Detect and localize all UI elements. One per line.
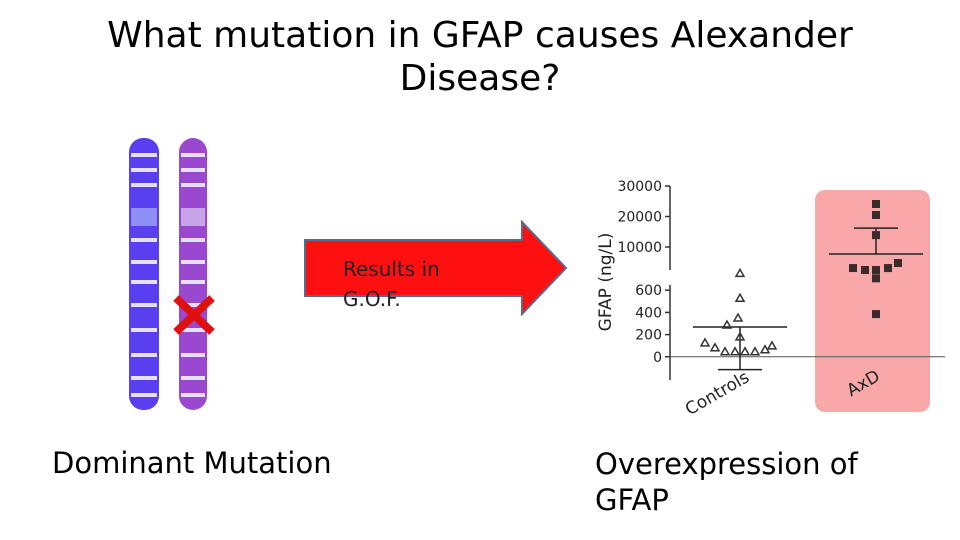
y-axis-label: GFAP (ng/L) xyxy=(596,233,616,332)
point xyxy=(709,342,721,352)
arrow-label: Results in G.O.F. xyxy=(343,257,440,311)
y-tick-label: 400 xyxy=(635,305,662,321)
point xyxy=(739,346,751,356)
point xyxy=(734,331,746,341)
mutation-mark xyxy=(173,295,215,335)
chromosome xyxy=(129,138,159,410)
point xyxy=(894,259,902,268)
point xyxy=(719,346,731,356)
chromosome-pair xyxy=(129,138,215,410)
point xyxy=(872,199,880,208)
point xyxy=(729,346,741,356)
point xyxy=(766,340,778,350)
point xyxy=(872,210,880,219)
right-caption: Overexpression of GFAP xyxy=(595,447,858,517)
point xyxy=(732,312,744,322)
y-tick-label: 10000 xyxy=(617,240,662,256)
point xyxy=(872,265,880,274)
point xyxy=(872,231,880,240)
point xyxy=(749,346,761,356)
point xyxy=(734,267,746,278)
point xyxy=(849,264,857,273)
centromere xyxy=(181,208,205,226)
x-tick-label: Controls xyxy=(682,367,753,420)
y-tick-label: 20000 xyxy=(617,210,662,226)
arrow xyxy=(304,219,568,317)
slide-title: What mutation in GFAP causes Alexander D… xyxy=(107,15,853,99)
point xyxy=(872,310,880,319)
point xyxy=(699,337,711,347)
y-tick-label: 200 xyxy=(635,328,662,344)
left-caption: Dominant Mutation xyxy=(52,446,332,480)
bands xyxy=(131,153,205,397)
point xyxy=(884,264,892,273)
centromere xyxy=(131,208,157,226)
point xyxy=(872,274,880,283)
point xyxy=(861,265,869,274)
y-tick-label: 600 xyxy=(635,283,662,299)
y-tick-label: 0 xyxy=(653,350,662,366)
chromosome xyxy=(179,138,207,410)
point xyxy=(734,292,746,302)
point xyxy=(721,319,733,329)
y-tick-label: 30000 xyxy=(617,179,662,195)
